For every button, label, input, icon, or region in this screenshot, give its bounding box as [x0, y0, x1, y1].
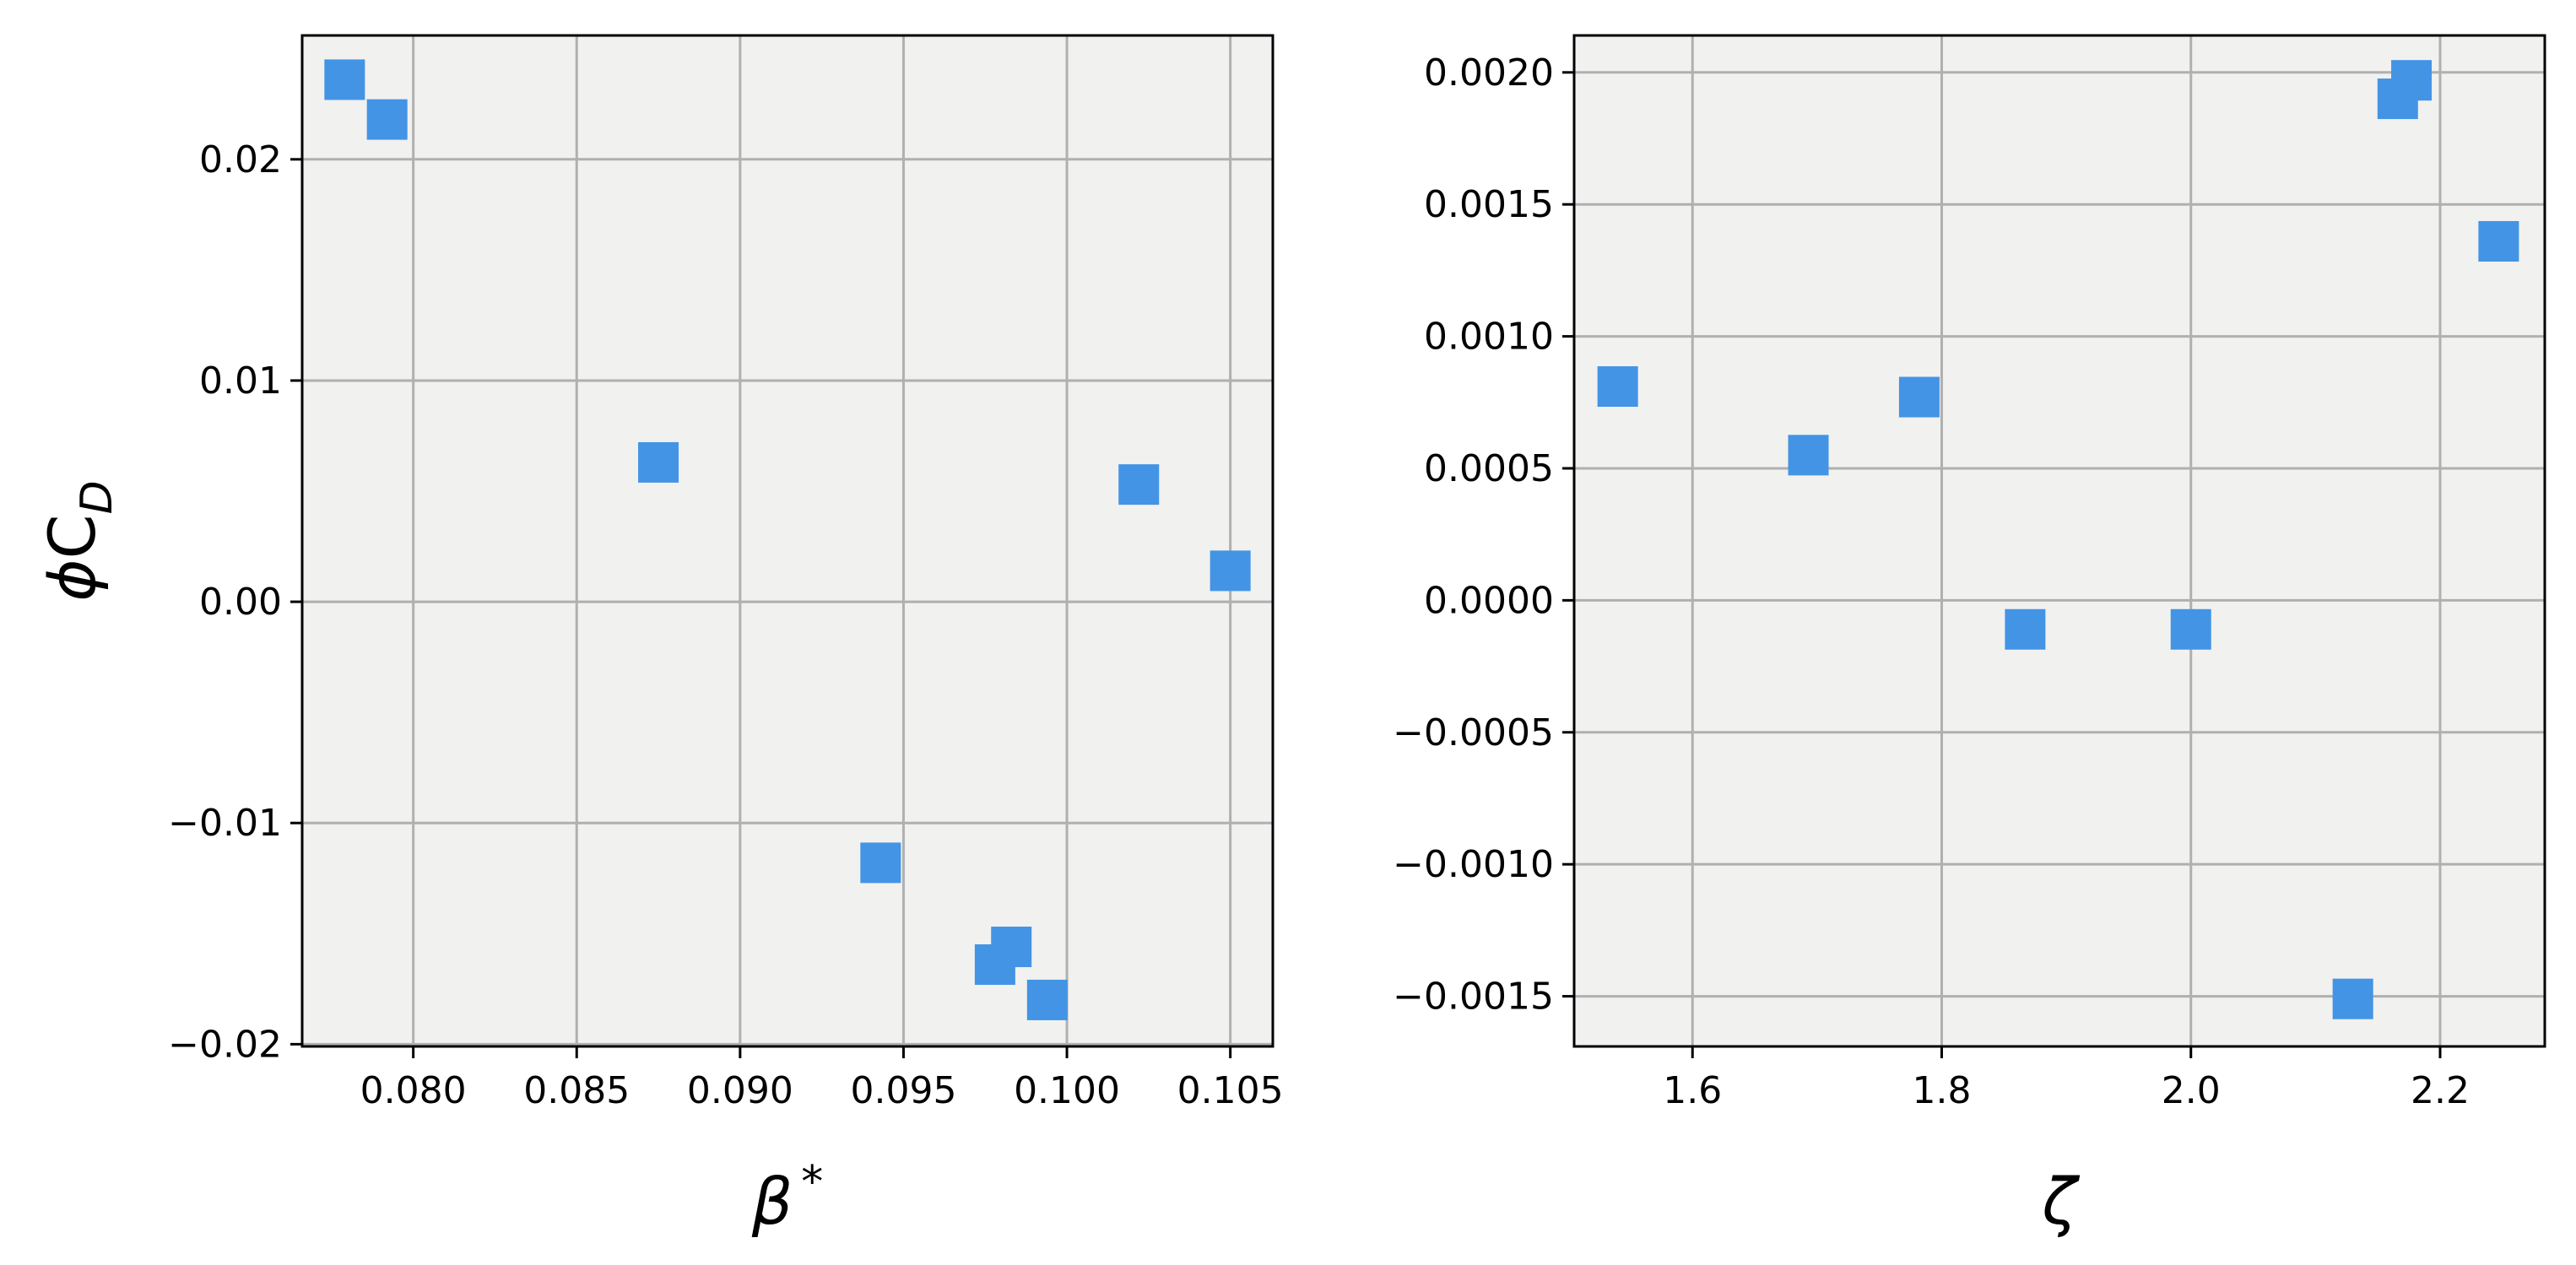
- data-point: [638, 441, 679, 483]
- data-point: [2005, 608, 2046, 650]
- axes-frame: [1572, 34, 2546, 1048]
- x-tick-label: 0.085: [523, 1069, 630, 1112]
- data-point: [1898, 376, 1940, 418]
- y-axis-label: ϕCD: [35, 480, 122, 601]
- y-tick-label: 0.00: [199, 581, 282, 624]
- data-point: [366, 99, 408, 140]
- y-tick-label: 0.0015: [1424, 183, 1554, 226]
- data-point: [324, 59, 365, 100]
- data-point: [860, 842, 901, 884]
- plot-area: [302, 35, 1273, 1046]
- y-tick-label: 0.0005: [1424, 447, 1554, 490]
- data-point: [991, 927, 1032, 968]
- y-tick-label: −0.0010: [1393, 843, 1554, 886]
- axes-frame: [300, 34, 1274, 1048]
- data-point: [2478, 220, 2519, 262]
- right-scatter-panel: 1.6 1.8 2.0 2.2 −0.0015 −0.0010 −0.0005 0.0000 0…: [1393, 34, 2546, 1239]
- data-point: [1118, 464, 1160, 505]
- y-tick-label: 0.0000: [1424, 579, 1554, 622]
- data-point: [2332, 978, 2373, 1019]
- y-tick-label: −0.0015: [1393, 976, 1554, 1019]
- x-tick-label: 0.105: [1177, 1069, 1284, 1112]
- y-tick-label: 0.01: [199, 359, 282, 403]
- x-tick-label: 2.0: [2162, 1069, 2221, 1112]
- plot-area: [1574, 35, 2545, 1046]
- data-point: [2170, 608, 2211, 650]
- x-tick-label: 0.100: [1014, 1069, 1120, 1112]
- y-tick-label: −0.02: [168, 1023, 282, 1066]
- data-point: [1210, 550, 1251, 592]
- data-point: [1788, 435, 1829, 476]
- x-tick-label: 0.090: [687, 1069, 793, 1112]
- data-point: [2391, 60, 2433, 101]
- y-tick-label: 0.02: [199, 138, 282, 181]
- y-tick-label: −0.0005: [1393, 711, 1554, 754]
- x-tick-label: 1.8: [1913, 1069, 1972, 1112]
- data-point: [1597, 366, 1638, 408]
- x-tick-label: 0.095: [850, 1069, 956, 1112]
- left-scatter-panel: 0.080 0.085 0.090 0.095 0.100 0.105 −0.02 −0.01…: [35, 34, 1284, 1239]
- x-tick-label: 0.080: [360, 1069, 467, 1112]
- y-tick-label: −0.01: [168, 802, 282, 845]
- x-tick-label: 1.6: [1663, 1069, 1722, 1112]
- x-axis-label: β *: [751, 1157, 824, 1239]
- x-axis-label: ζ: [2041, 1164, 2080, 1239]
- x-tick-label: 2.2: [2411, 1069, 2470, 1112]
- data-point: [1026, 979, 1068, 1020]
- y-tick-label: 0.0020: [1424, 51, 1554, 95]
- y-tick-label: 0.0010: [1424, 316, 1554, 359]
